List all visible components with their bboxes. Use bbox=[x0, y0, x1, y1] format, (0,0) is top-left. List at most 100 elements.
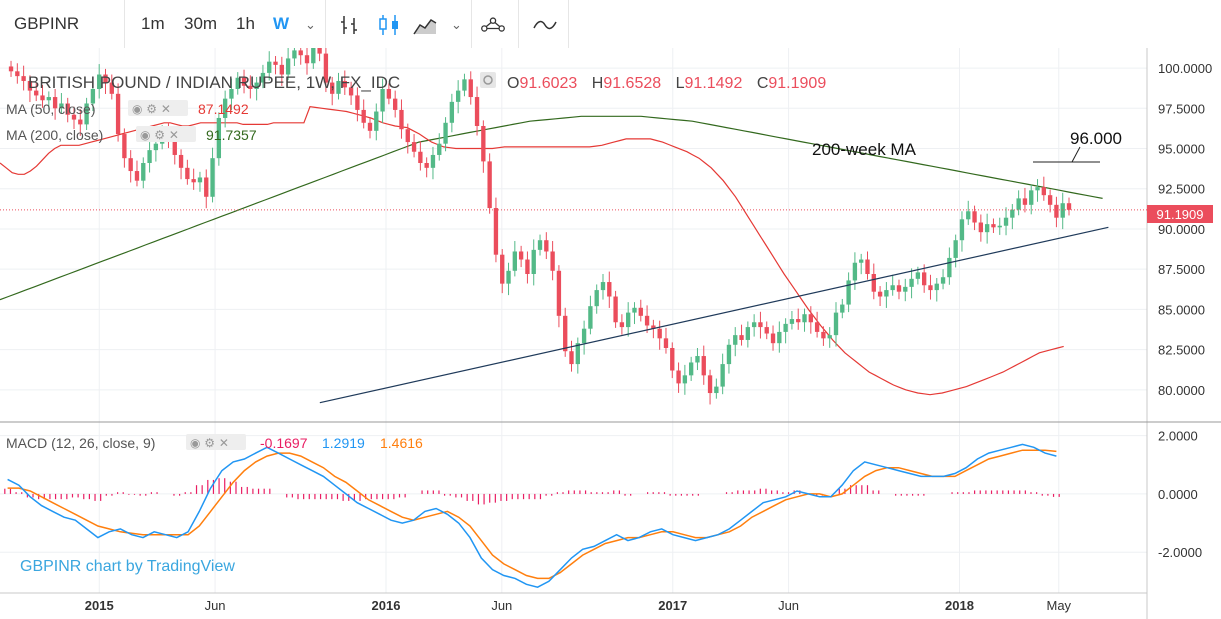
candlestick-icon[interactable] bbox=[376, 12, 402, 38]
candle-body bbox=[638, 307, 643, 316]
legend-settings-icon[interactable] bbox=[480, 72, 496, 88]
chart-area[interactable]: 100.0000 97.5000 95.0000 92.5000 90.0000 87.5… bbox=[0, 48, 1221, 619]
candle-body bbox=[796, 319, 801, 323]
candle-body bbox=[909, 278, 914, 287]
interval-1m[interactable]: 1m bbox=[141, 14, 165, 33]
candle-body bbox=[348, 87, 354, 96]
candle-body bbox=[399, 109, 404, 130]
area-chart-icon[interactable] bbox=[412, 12, 438, 38]
candle-body bbox=[15, 71, 20, 77]
candle-body bbox=[1016, 198, 1021, 210]
candle-body bbox=[411, 142, 417, 152]
compare-icon[interactable] bbox=[480, 12, 506, 38]
candle-body bbox=[972, 211, 977, 223]
candle-body bbox=[500, 254, 505, 284]
ma50-path bbox=[0, 106, 1064, 396]
trendline-path bbox=[319, 226, 1109, 404]
close-value: 91.1909 bbox=[768, 75, 826, 92]
candle-body bbox=[707, 375, 713, 394]
candle-body bbox=[84, 103, 89, 125]
candle-body bbox=[147, 150, 152, 163]
toolbar-divider bbox=[325, 0, 326, 48]
candle-body bbox=[877, 291, 883, 297]
ma200-legend-label[interactable]: MA (200, close) bbox=[6, 127, 103, 143]
candle-body bbox=[928, 285, 933, 291]
toolbar: GBPINR 1m 30m 1h W ⌄ ⌄ bbox=[0, 0, 1221, 48]
candle-body bbox=[1054, 204, 1059, 218]
candle-body bbox=[1066, 203, 1072, 210]
candle-body bbox=[317, 48, 322, 54]
high-value: 91.6528 bbox=[603, 75, 661, 92]
time-tick-label: 2015 bbox=[85, 598, 114, 613]
price-axis[interactable]: 100.0000 97.5000 95.0000 92.5000 90.0000 87.5… bbox=[1158, 61, 1212, 398]
candle-body bbox=[777, 331, 782, 344]
candle-body bbox=[1041, 187, 1046, 196]
candle-body bbox=[1047, 195, 1053, 205]
macd-pane bbox=[4, 443, 1060, 588]
candle-body bbox=[386, 89, 392, 99]
symbol-search[interactable]: GBPINR bbox=[14, 14, 80, 33]
toolbar-divider bbox=[518, 0, 519, 48]
candle-body bbox=[330, 82, 335, 94]
interval-1h[interactable]: 1h bbox=[236, 14, 255, 33]
candle-body bbox=[1022, 198, 1028, 205]
candle-body bbox=[739, 335, 744, 340]
ma200-legend-controls-icon[interactable]: ◉ ⚙ ✕ bbox=[136, 126, 196, 142]
candle-body bbox=[884, 290, 889, 297]
candle-body bbox=[959, 219, 965, 241]
candle-body bbox=[903, 286, 908, 292]
ma50-legend-value: 87.1492 bbox=[198, 101, 249, 117]
candle-body bbox=[619, 322, 625, 328]
candle-body bbox=[336, 80, 341, 94]
price-tick-label: 92.5000 bbox=[1158, 182, 1205, 197]
interval-w[interactable]: W bbox=[273, 14, 290, 33]
candle-body bbox=[21, 76, 26, 81]
target-annotation: 96.000 bbox=[1070, 129, 1122, 148]
last-price-badge bbox=[1147, 205, 1213, 223]
candle-body bbox=[720, 364, 725, 387]
ma50-line bbox=[0, 106, 1064, 396]
candle-body bbox=[172, 140, 177, 155]
interval-dropdown-icon[interactable]: ⌄ bbox=[305, 17, 316, 32]
indicators-icon[interactable] bbox=[532, 12, 558, 38]
candle-body bbox=[418, 151, 423, 163]
interval-30m[interactable]: 30m bbox=[184, 14, 218, 33]
candle-body bbox=[380, 89, 385, 112]
ma50-legend-label[interactable]: MA (50, close) bbox=[6, 101, 95, 117]
candle-body bbox=[556, 270, 562, 316]
time-tick-label: Jun bbox=[778, 598, 799, 613]
candle-body bbox=[430, 154, 436, 168]
candle-body bbox=[657, 328, 662, 339]
high-label: H bbox=[592, 75, 604, 92]
candle-body bbox=[8, 66, 14, 72]
candle-body bbox=[506, 270, 511, 284]
chart-type-dropdown-icon[interactable]: ⌄ bbox=[451, 17, 462, 32]
time-axis[interactable]: 2015 Jun 2016 Jun 2017 Jun 2018 May bbox=[85, 598, 1072, 613]
candle-body bbox=[292, 50, 297, 59]
toolbar-divider bbox=[471, 0, 472, 48]
candle-body bbox=[222, 98, 228, 118]
candle-body bbox=[733, 335, 738, 345]
candle-body bbox=[663, 338, 669, 348]
ma50-legend-controls-icon[interactable]: ◉ ⚙ ✕ bbox=[128, 100, 188, 116]
macd-legend-controls-icon[interactable]: ◉ ⚙ ✕ bbox=[186, 434, 246, 450]
candle-body bbox=[1003, 217, 1009, 226]
close-label: C bbox=[757, 75, 769, 92]
time-tick-label: Jun bbox=[205, 598, 226, 613]
candle-body bbox=[109, 82, 114, 94]
candle-body bbox=[248, 85, 253, 89]
macd-legend-label[interactable]: MACD (12, 26, close, 9) bbox=[6, 435, 155, 451]
candle-body bbox=[115, 93, 121, 135]
candle-body bbox=[751, 322, 757, 328]
bar-chart-icon[interactable] bbox=[338, 12, 364, 38]
candle-body bbox=[978, 222, 984, 233]
candle-body bbox=[367, 122, 373, 131]
candle-body bbox=[670, 348, 675, 371]
candle-body bbox=[575, 343, 580, 365]
candle-body bbox=[852, 262, 858, 281]
candle-body bbox=[468, 79, 473, 98]
svg-text:◉ ⚙ ✕: ◉ ⚙ ✕ bbox=[140, 128, 179, 142]
candle-body bbox=[235, 77, 240, 89]
candle-body bbox=[789, 319, 795, 324]
candle-body bbox=[46, 97, 51, 101]
